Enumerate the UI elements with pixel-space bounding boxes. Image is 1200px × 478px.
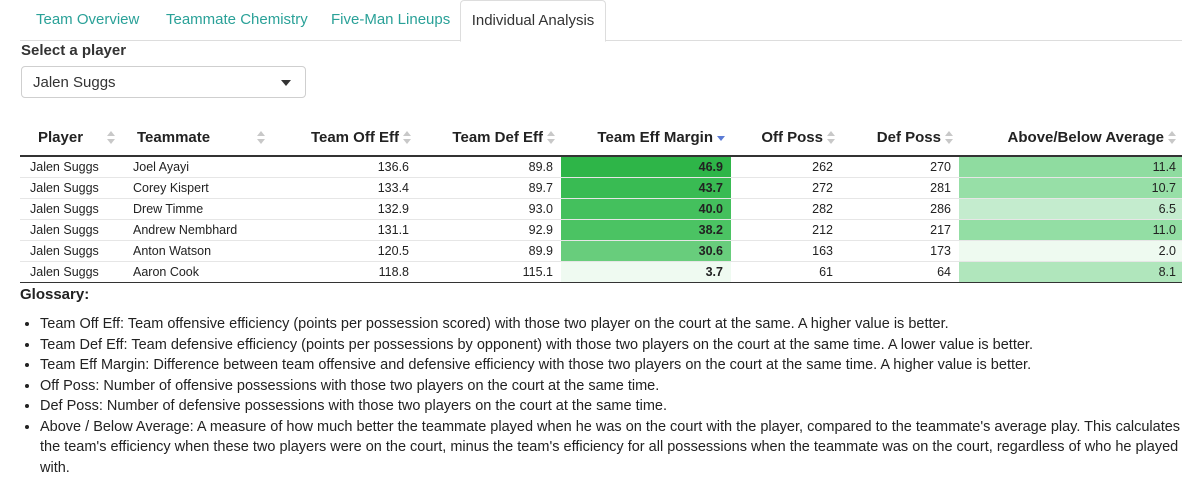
cell-def-poss: 217	[841, 219, 959, 240]
cell-off-eff: 120.5	[273, 240, 417, 261]
sort-icon	[1168, 131, 1176, 145]
cell-off-poss: 212	[731, 219, 841, 240]
cell-def-eff: 89.7	[417, 177, 561, 198]
cell-above-below: 8.1	[959, 261, 1182, 282]
cell-player: Jalen Suggs	[20, 240, 121, 261]
cell-player: Jalen Suggs	[20, 177, 121, 198]
col-header-teammate[interactable]: Teammate	[121, 120, 273, 156]
player-select-value: Jalen Suggs	[33, 74, 116, 91]
col-header-above-below[interactable]: Above/Below Average	[959, 120, 1182, 156]
cell-eff-margin: 43.7	[561, 177, 731, 198]
col-header-def-eff[interactable]: Team Def Eff	[417, 120, 561, 156]
cell-off-poss: 61	[731, 261, 841, 282]
col-header-def-poss[interactable]: Def Poss	[841, 120, 959, 156]
caret-down-icon	[281, 80, 291, 86]
cell-def-poss: 173	[841, 240, 959, 261]
col-header-label: Teammate	[137, 129, 210, 146]
glossary-item: Team Eff Margin: Difference between team…	[40, 355, 1185, 376]
cell-teammate: Joel Ayayi	[121, 156, 273, 177]
sort-desc-icon	[717, 131, 725, 145]
cell-off-poss: 282	[731, 198, 841, 219]
cell-above-below: 6.5	[959, 198, 1182, 219]
cell-def-eff: 115.1	[417, 261, 561, 282]
cell-eff-margin: 46.9	[561, 156, 731, 177]
cell-above-below: 11.0	[959, 219, 1182, 240]
cell-player: Jalen Suggs	[20, 156, 121, 177]
glossary-list: Team Off Eff: Team offensive efficiency …	[20, 314, 1185, 478]
sort-icon	[403, 131, 411, 145]
header-row: Player Teammate Team Off Eff Team Def Ef…	[20, 120, 1182, 156]
cell-player: Jalen Suggs	[20, 198, 121, 219]
cell-def-eff: 92.9	[417, 219, 561, 240]
cell-off-eff: 132.9	[273, 198, 417, 219]
col-header-label: Team Def Eff	[452, 129, 543, 146]
col-header-label: Off Poss	[761, 129, 823, 146]
cell-off-eff: 131.1	[273, 219, 417, 240]
col-header-player[interactable]: Player	[20, 120, 121, 156]
sort-icon	[827, 131, 835, 145]
cell-def-eff: 89.8	[417, 156, 561, 177]
glossary-title: Glossary:	[20, 286, 89, 303]
col-header-label: Team Off Eff	[311, 129, 399, 146]
tab-team-overview[interactable]: Team Overview	[36, 0, 139, 41]
cell-off-poss: 262	[731, 156, 841, 177]
sort-icon	[107, 131, 115, 145]
cell-eff-margin: 3.7	[561, 261, 731, 282]
cell-player: Jalen Suggs	[20, 219, 121, 240]
col-header-label: Above/Below Average	[1008, 129, 1164, 146]
cell-above-below: 10.7	[959, 177, 1182, 198]
tab-individual-analysis[interactable]: Individual Analysis	[460, 0, 606, 42]
cell-eff-margin: 40.0	[561, 198, 731, 219]
tab-teammate-chemistry[interactable]: Teammate Chemistry	[166, 0, 308, 41]
teammate-table: Player Teammate Team Off Eff Team Def Ef…	[20, 120, 1182, 283]
cell-off-poss: 163	[731, 240, 841, 261]
cell-teammate: Drew Timme	[121, 198, 273, 219]
col-header-off-eff[interactable]: Team Off Eff	[273, 120, 417, 156]
col-header-label: Player	[38, 129, 83, 146]
sort-icon	[257, 131, 265, 145]
select-player-label: Select a player	[21, 42, 126, 59]
col-header-label: Def Poss	[877, 129, 941, 146]
player-select[interactable]: Jalen Suggs	[21, 66, 306, 98]
cell-teammate: Aaron Cook	[121, 261, 273, 282]
cell-teammate: Corey Kispert	[121, 177, 273, 198]
cell-above-below: 2.0	[959, 240, 1182, 261]
cell-eff-margin: 30.6	[561, 240, 731, 261]
glossary-item: Team Off Eff: Team offensive efficiency …	[40, 314, 1185, 335]
glossary-item: Off Poss: Number of offensive possession…	[40, 376, 1185, 397]
col-header-eff-margin[interactable]: Team Eff Margin	[561, 120, 731, 156]
cell-player: Jalen Suggs	[20, 261, 121, 282]
cell-def-poss: 286	[841, 198, 959, 219]
cell-def-poss: 281	[841, 177, 959, 198]
cell-off-eff: 118.8	[273, 261, 417, 282]
glossary-item: Def Poss: Number of defensive possession…	[40, 396, 1185, 417]
col-header-off-poss[interactable]: Off Poss	[731, 120, 841, 156]
cell-eff-margin: 38.2	[561, 219, 731, 240]
cell-teammate: Andrew Nembhard	[121, 219, 273, 240]
tab-bar: Team Overview Teammate Chemistry Five-Ma…	[20, 0, 1182, 41]
tab-five-man-lineups[interactable]: Five-Man Lineups	[331, 0, 450, 41]
sort-icon	[547, 131, 555, 145]
cell-teammate: Anton Watson	[121, 240, 273, 261]
glossary-item: Team Def Eff: Team defensive efficiency …	[40, 335, 1185, 356]
cell-off-eff: 133.4	[273, 177, 417, 198]
sort-icon	[945, 131, 953, 145]
cell-off-poss: 272	[731, 177, 841, 198]
cell-def-eff: 89.9	[417, 240, 561, 261]
glossary-item: Above / Below Average: A measure of how …	[40, 417, 1185, 478]
cell-off-eff: 136.6	[273, 156, 417, 177]
cell-def-poss: 270	[841, 156, 959, 177]
col-header-label: Team Eff Margin	[597, 129, 713, 146]
cell-def-eff: 93.0	[417, 198, 561, 219]
cell-def-poss: 64	[841, 261, 959, 282]
cell-above-below: 11.4	[959, 156, 1182, 177]
